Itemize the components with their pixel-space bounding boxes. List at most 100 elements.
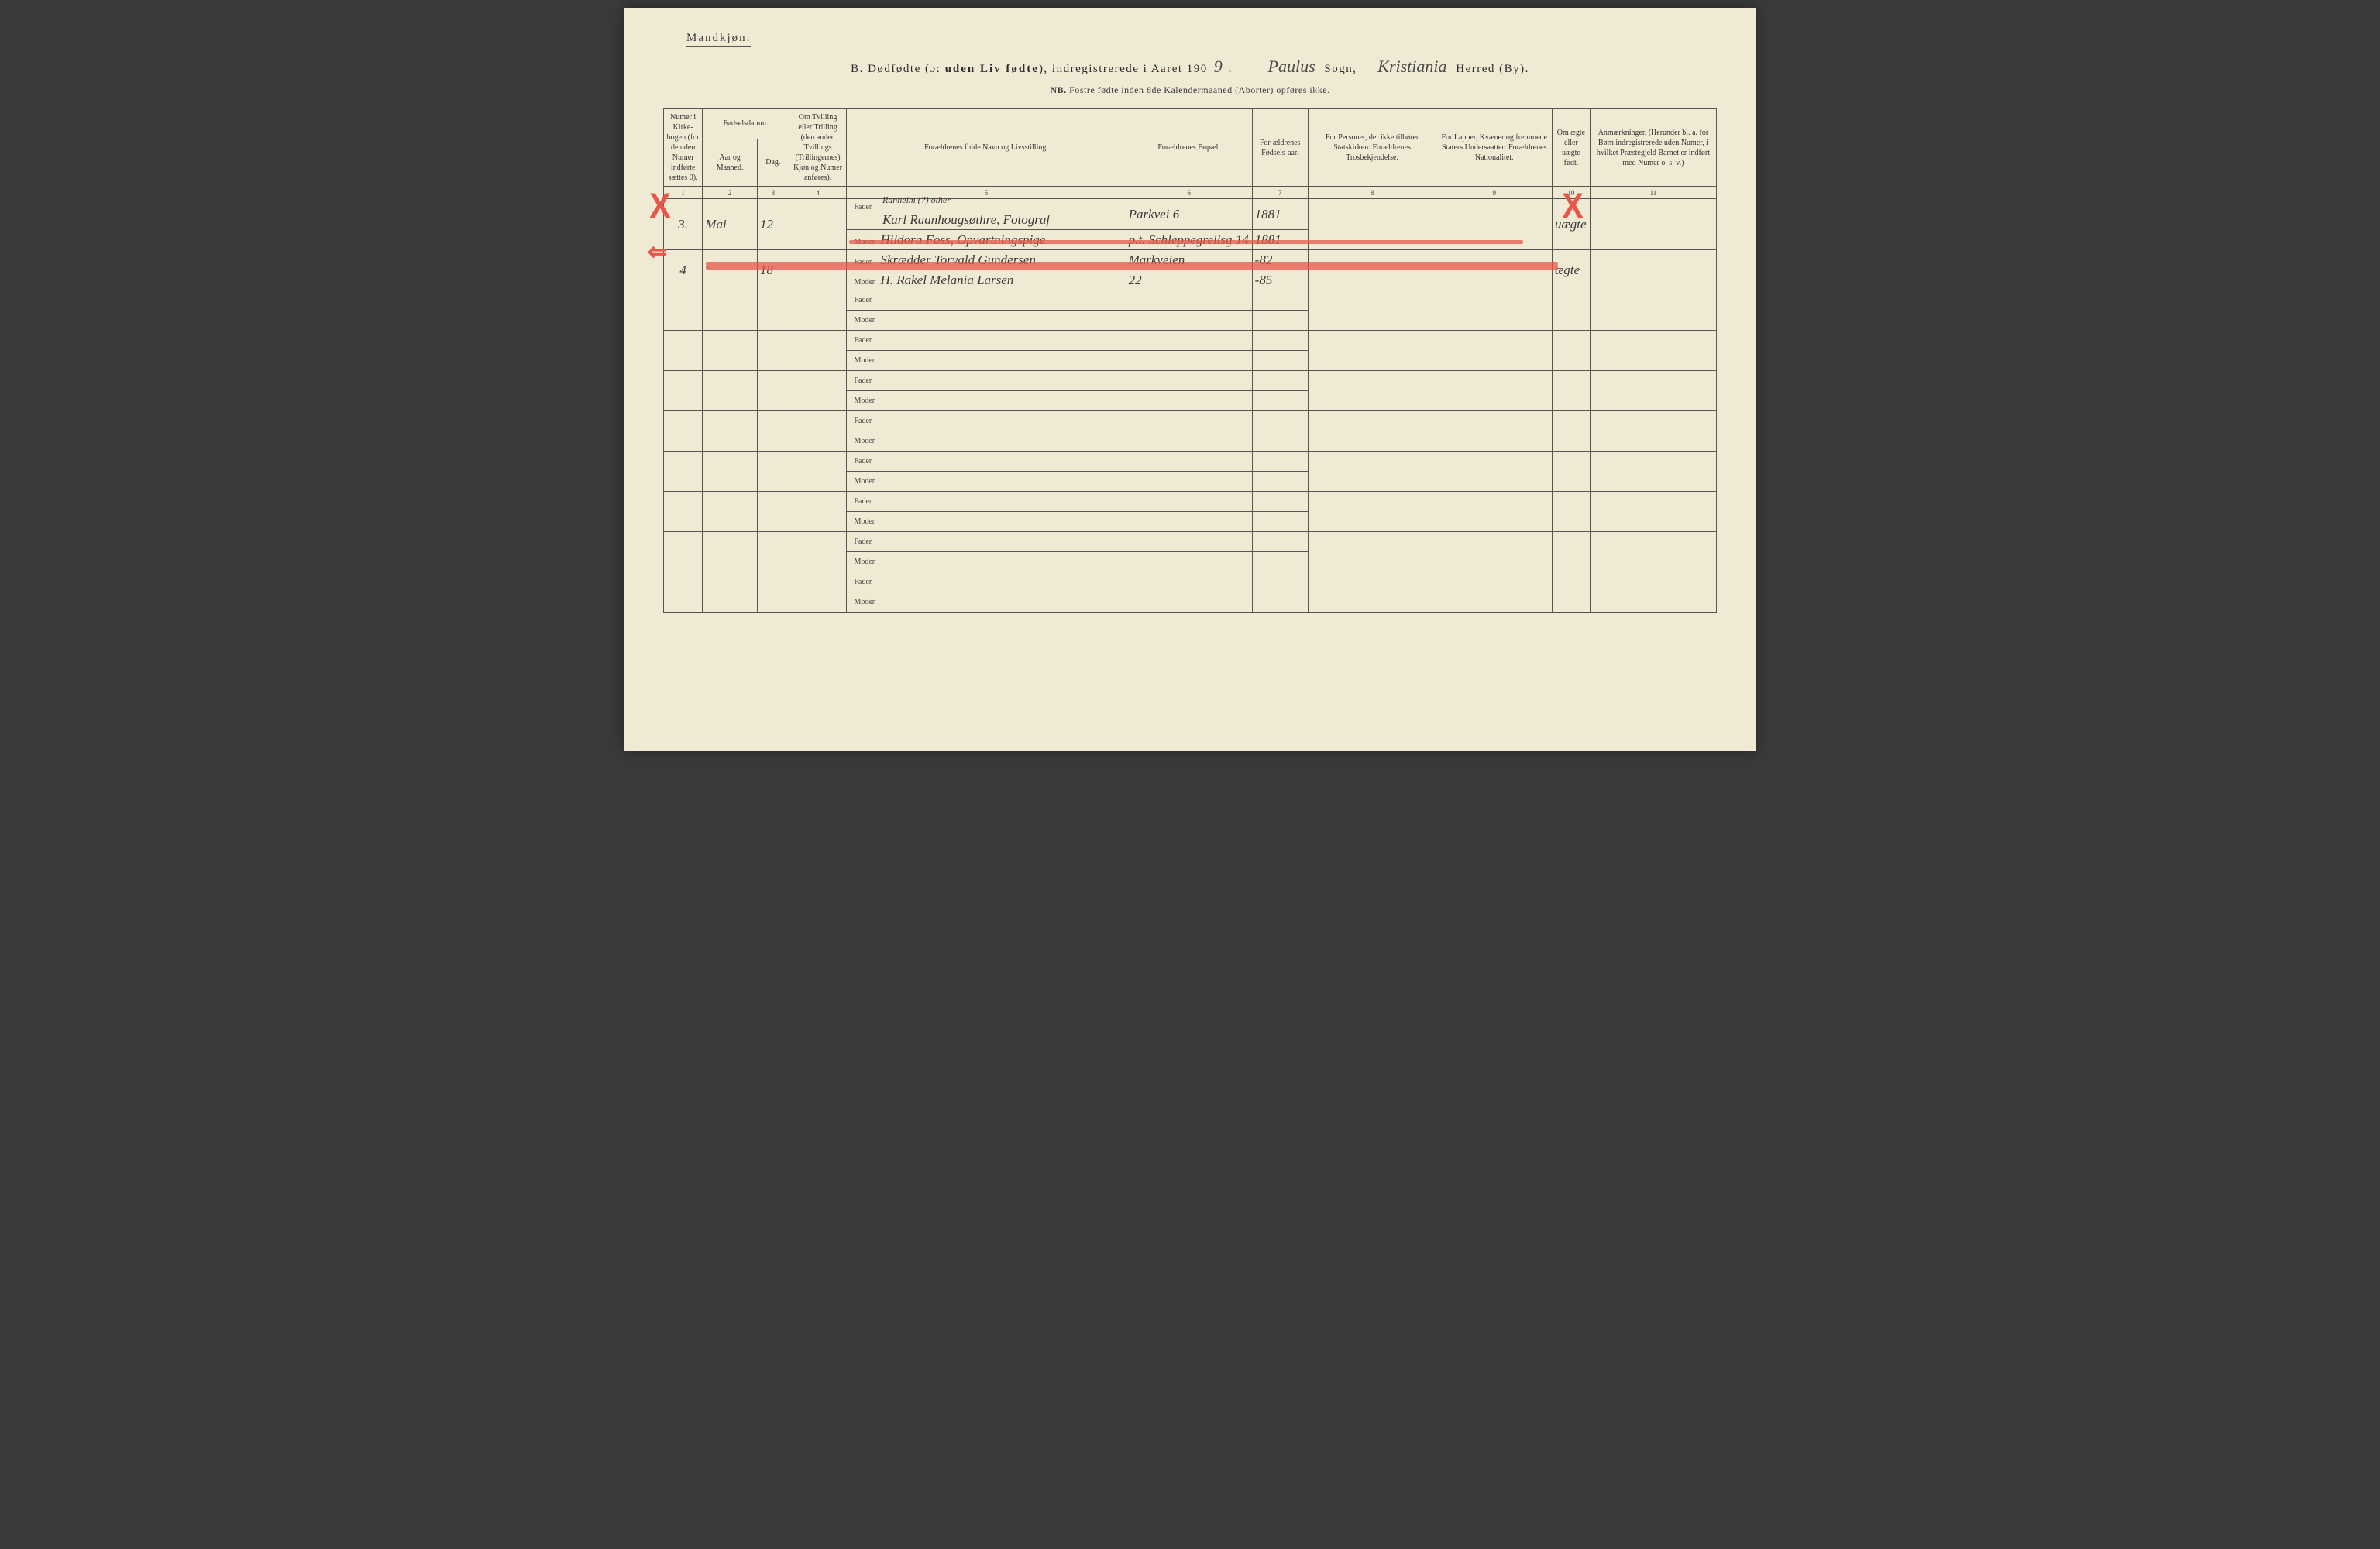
subtitle-rest: Fostre fødte inden 8de Kalendermaaned (A… (1069, 84, 1329, 95)
entry-num: 4 (679, 263, 686, 277)
empty-cell (1436, 331, 1552, 371)
table-wrapper: Numer i Kirke-bogen (for de uden Numer i… (663, 108, 1717, 613)
col-header-2b: Dag. (757, 139, 789, 186)
fader-cell: Fader (847, 532, 1126, 552)
entry-day: 18 (760, 263, 773, 277)
table-row: 4 " 18 FaderSkrædder Torvald Gundersen M… (664, 250, 1717, 270)
col-header-10: Anmærkninger. (Herunder bl. a. for Børn … (1590, 109, 1716, 187)
empty-cell (1126, 290, 1252, 311)
herred-handwritten: Kristiania (1371, 57, 1453, 76)
empty-cell (1552, 290, 1590, 331)
fader-aar: 1881 (1255, 207, 1281, 222)
empty-cell (1126, 351, 1252, 371)
empty-cell (757, 371, 789, 411)
empty-cell (789, 371, 847, 411)
empty-cell (1252, 492, 1308, 512)
herred-label: Herred (By). (1456, 63, 1529, 75)
empty-cell (664, 411, 703, 452)
empty-cell (1552, 371, 1590, 411)
fader-aar: -82 (1255, 252, 1273, 267)
fader-label: Fader (849, 376, 880, 385)
empty-cell (757, 290, 789, 331)
subtitle-nb: NB. (1050, 84, 1066, 95)
moder-bopael: p.t. Schleppegrellsg 14 (1129, 232, 1249, 247)
moder-aar: -85 (1255, 273, 1273, 287)
empty-cell (1126, 592, 1252, 613)
colnum-10: 10 (1552, 187, 1590, 199)
empty-cell (1126, 311, 1252, 331)
moder-cell: Moder (847, 351, 1126, 371)
moder-cell: Moder (847, 552, 1126, 572)
empty-cell (703, 371, 758, 411)
moder-cell: Moder (847, 431, 1126, 452)
fader-label: Fader (849, 578, 880, 586)
empty-cell (664, 452, 703, 492)
table-row: 3. Mai 12 Fader Ranheim (?) other Fader … (664, 199, 1717, 230)
fader-cell: Fader (847, 411, 1126, 431)
empty-cell (1590, 411, 1716, 452)
empty-cell (757, 331, 789, 371)
empty-cell (757, 532, 789, 572)
title-period: . (1229, 63, 1233, 75)
fader-bopael: Markveien (1129, 252, 1185, 267)
colnum-11: 11 (1590, 187, 1716, 199)
empty-cell (1436, 572, 1552, 613)
fader-name: Skrædder Torvald Gundersen (880, 252, 1036, 267)
colnum-4: 4 (789, 187, 847, 199)
table-body: 3. Mai 12 Fader Ranheim (?) other Fader … (664, 199, 1717, 613)
moder-aar: 1881 (1255, 232, 1281, 247)
fader-label: Fader (849, 296, 880, 304)
empty-cell (1590, 290, 1716, 331)
empty-cell (1252, 592, 1308, 613)
empty-cell (1126, 552, 1252, 572)
column-number-row: 1 2 3 4 5 6 7 8 9 10 11 (664, 187, 1717, 199)
moder-label: Moder (849, 598, 880, 606)
empty-cell (757, 492, 789, 532)
entry-month: Mai (705, 217, 726, 232)
col-header-5: Forældrenes Bopæl. (1126, 109, 1252, 187)
moder-cell: Moder (847, 472, 1126, 492)
empty-cell (1590, 572, 1716, 613)
empty-cell (789, 411, 847, 452)
empty-cell (1252, 452, 1308, 472)
fader-cell: Fader (847, 331, 1126, 351)
subtitle: NB. Fostre fødte inden 8de Kalendermaane… (663, 84, 1717, 96)
moder-cell: ModerH. Rakel Melania Larsen (847, 270, 1126, 290)
sogn-handwritten: Paulus (1262, 57, 1322, 76)
colnum-7: 7 (1252, 187, 1308, 199)
empty-cell (1252, 572, 1308, 592)
empty-cell (1308, 452, 1436, 492)
empty-cell (1436, 492, 1552, 532)
empty-cell (789, 452, 847, 492)
empty-cell (1590, 371, 1716, 411)
col-header-6: For-ældrenes Fødsels-aar. (1252, 109, 1308, 187)
empty-cell (664, 572, 703, 613)
empty-cell (1126, 411, 1252, 431)
col-header-2-top: Fødselsdatum. (703, 109, 789, 139)
moder-label: Moder (849, 356, 880, 365)
empty-cell (1126, 472, 1252, 492)
empty-cell (1126, 572, 1252, 592)
empty-cell (757, 411, 789, 452)
empty-cell (757, 572, 789, 613)
empty-cell (664, 371, 703, 411)
empty-cell (1436, 452, 1552, 492)
colnum-2: 2 (703, 187, 758, 199)
empty-cell (1590, 452, 1716, 492)
fader-super: Ranheim (?) other (882, 194, 951, 205)
title-prefix: B. Dødfødte (ɔ: (851, 63, 944, 75)
empty-cell (1252, 371, 1308, 391)
empty-cell (1308, 331, 1436, 371)
empty-cell (1436, 532, 1552, 572)
empty-cell (1252, 351, 1308, 371)
fader-cell: Fader (847, 452, 1126, 472)
fader-label: Fader (849, 538, 880, 546)
moder-cell: ModerHildora Foss, Opvartningspige (847, 230, 1126, 250)
entry-day: 12 (760, 217, 773, 232)
empty-cell (1126, 512, 1252, 532)
empty-cell (789, 572, 847, 613)
year-digit: 9 (1208, 57, 1229, 76)
moder-cell: Moder (847, 592, 1126, 613)
title-line: B. Dødfødte (ɔ: uden Liv fødte), indregi… (663, 57, 1717, 77)
moder-label: Moder (849, 477, 880, 486)
